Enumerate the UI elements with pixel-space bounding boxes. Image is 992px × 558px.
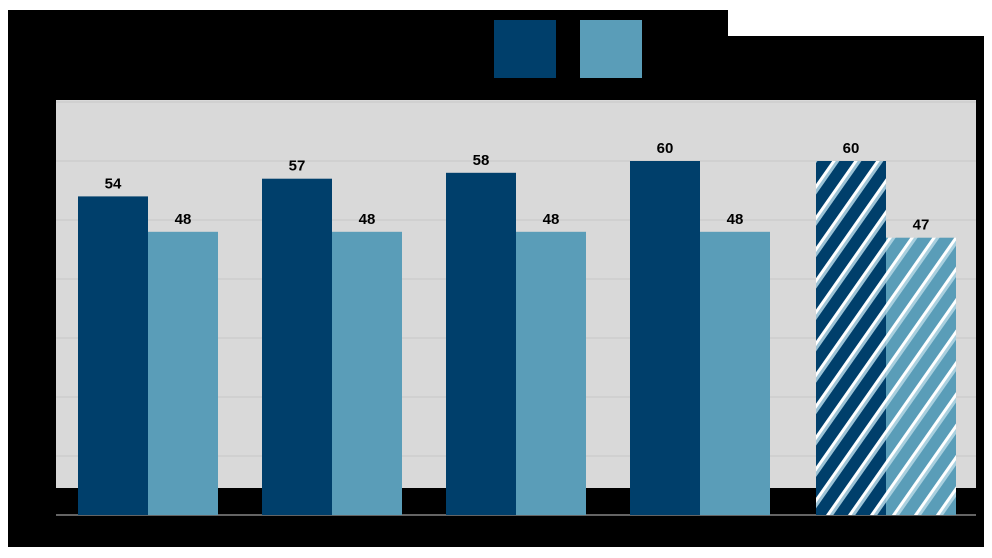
legend-label-series-2: [648, 58, 660, 78]
data-label: 48: [727, 211, 744, 228]
bar-series-1-category-4: [630, 161, 700, 515]
bar-series-2-category-1: [148, 231, 218, 516]
bar-series-1-category-2: [262, 178, 332, 515]
bar-series-2-category-4: [700, 231, 770, 516]
legend-label-series-1: [562, 58, 574, 78]
data-label: 48: [359, 211, 376, 228]
background-patch: [0, 547, 992, 558]
data-label: 58: [473, 152, 490, 169]
bar-series-1-category-5: [816, 161, 886, 515]
data-label: 60: [657, 140, 674, 157]
background-patch: [728, 0, 992, 36]
data-label: 48: [543, 211, 560, 228]
bar-series-1-category-3: [446, 172, 516, 516]
bars: [78, 161, 956, 516]
legend: [494, 20, 660, 78]
data-label: 48: [175, 211, 192, 228]
bar-series-2-category-3: [516, 231, 586, 516]
data-label: 54: [105, 175, 122, 192]
data-label: 57: [289, 158, 306, 175]
data-label: 60: [843, 140, 860, 157]
data-labels: 54 48 57 48 58 48 60 48 60 47: [105, 140, 930, 234]
bar-series-1-category-1: [78, 196, 148, 515]
bar-series-2-category-2: [332, 231, 402, 516]
data-label: 47: [913, 217, 930, 234]
legend-swatch-series-2: [580, 20, 642, 78]
legend-swatch-series-1: [494, 20, 556, 78]
bar-series-2-category-5: [886, 237, 956, 515]
